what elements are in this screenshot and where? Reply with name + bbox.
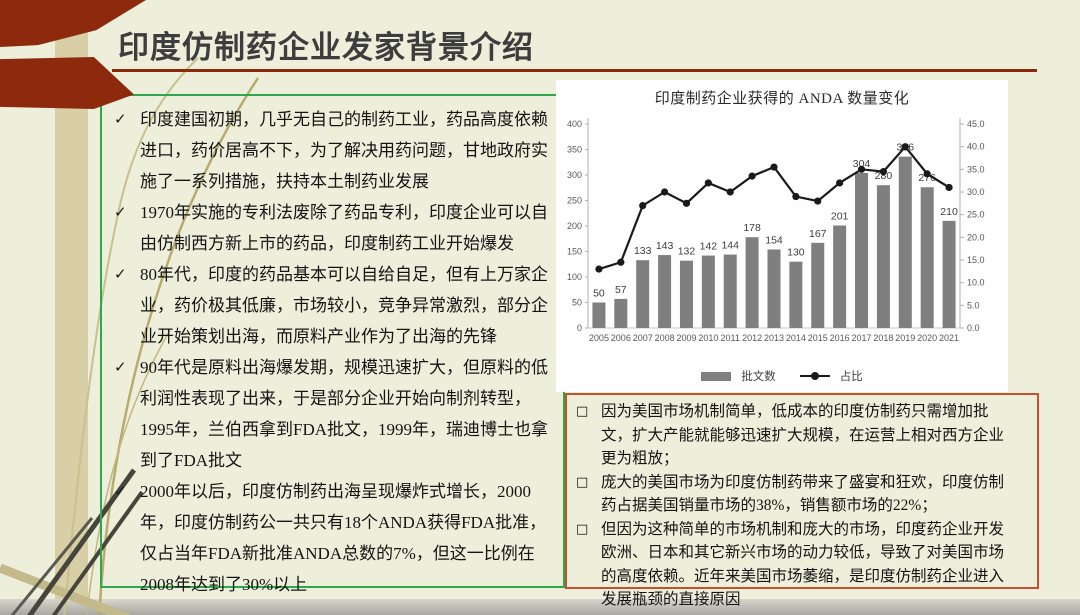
svg-text:2016: 2016 [830, 333, 850, 343]
list-item: □ 庞大的美国市场为印度仿制药带来了盛宴和狂欢，印度仿制药占据美国销量市场的38… [575, 471, 1017, 518]
history-text-panel: ✓ 印度建国初期，几乎无自己的制药工业，药品高度依赖进口，药价居高不下，为了解决… [100, 94, 565, 594]
list-item: ✓ 印度建国初期，几乎无自己的制药工业，药品高度依赖进口，药价居高不下，为了解决… [112, 104, 555, 197]
svg-text:142: 142 [700, 241, 718, 253]
list-item-text: 印度建国初期，几乎无自己的制药工业，药品高度依赖进口，药价居高不下，为了解决用药… [140, 110, 548, 191]
svg-text:200: 200 [567, 221, 582, 231]
legend-label-bars: 批文数 [741, 371, 776, 383]
svg-text:201: 201 [831, 210, 849, 222]
check-bullet-icon: ✓ [114, 110, 127, 128]
svg-text:2013: 2013 [764, 333, 784, 343]
page-title: 印度仿制药企业发家背景介绍 [118, 30, 534, 65]
list-item-text: 80年代，印度的药品基本可以自给自足，但有上万家企业，药价极其低廉，市场较小，竞… [140, 265, 548, 346]
list-item-text: 90年代是原料出海爆发期，规模迅速扩大，但原料的低利润性表现了出来，于是部分企业… [140, 358, 549, 470]
svg-text:144: 144 [721, 240, 739, 252]
svg-text:45.0: 45.0 [967, 119, 985, 129]
list-item: ✓ 80年代，印度的药品基本可以自给自足，但有上万家企业，药价极其低廉，市场较小… [112, 259, 555, 352]
svg-text:2008: 2008 [655, 333, 675, 343]
svg-text:154: 154 [765, 234, 783, 246]
list-item-text: 2000年以后，印度仿制药出海呈现爆炸式增长，2000年，印度仿制药公一共只有1… [140, 482, 547, 594]
list-item: ✓ 1970年实施的专利法废除了药品专利，印度企业可以自由仿制西方新上市的药品，… [112, 197, 555, 259]
svg-text:300: 300 [567, 170, 582, 180]
svg-text:2010: 2010 [698, 333, 718, 343]
svg-text:50: 50 [572, 298, 582, 308]
svg-text:304: 304 [853, 158, 871, 170]
list-item-text: 庞大的美国市场为印度仿制药带来了盛宴和狂欢，印度仿制药占据美国销量市场的38%，… [601, 473, 1005, 515]
bar-legend-swatch [701, 371, 732, 381]
svg-text:280: 280 [875, 170, 893, 182]
svg-text:30.0: 30.0 [967, 187, 985, 197]
svg-text:20.0: 20.0 [967, 232, 985, 242]
chart-plot-area: 0 50 100 150 200 250 300 350 400 0.0 5.0 10.0 15.0 20… [567, 118, 985, 343]
svg-text:167: 167 [809, 228, 827, 240]
svg-text:100: 100 [567, 272, 582, 282]
svg-text:2012: 2012 [742, 333, 762, 343]
list-item-text: 因为美国市场机制简单，低成本的印度仿制药只需增加批文，扩大产能就能够迅速扩大规模… [601, 403, 1005, 467]
svg-text:178: 178 [743, 222, 761, 234]
line-marker-icon [810, 371, 819, 380]
svg-text:350: 350 [567, 145, 582, 155]
svg-text:15.0: 15.0 [967, 255, 985, 265]
svg-text:0.0: 0.0 [967, 323, 980, 333]
svg-text:2015: 2015 [808, 333, 828, 343]
svg-text:2020: 2020 [917, 333, 937, 343]
check-bullet-icon: ✓ [114, 203, 127, 221]
title-arrow-shape [0, 57, 134, 109]
us-market-text-panel: □ 因为美国市场机制简单，低成本的印度仿制药只需增加批文，扩大产能就能够迅速扩大… [565, 393, 1039, 608]
svg-text:132: 132 [678, 246, 696, 258]
svg-text:2007: 2007 [633, 333, 653, 343]
svg-text:40.0: 40.0 [967, 142, 985, 152]
svg-text:2011: 2011 [721, 333, 740, 343]
list-item-text: 1970年实施的专利法废除了药品专利，印度企业可以自由仿制西方新上市的药品，印度… [140, 203, 548, 253]
svg-text:2019: 2019 [895, 333, 915, 343]
list-item: ✓ 90年代是原料出海爆发期，规模迅速扩大，但原料的低利润性表现了出来，于是部分… [112, 352, 555, 476]
legend-label-line: 占比 [839, 371, 863, 383]
line-legend-swatch [799, 371, 830, 380]
svg-text:2021: 2021 [939, 333, 959, 343]
svg-text:25.0: 25.0 [967, 210, 985, 220]
check-bullet-icon: ✓ [114, 358, 127, 376]
square-bullet-icon: □ [576, 404, 589, 419]
svg-text:5.0: 5.0 [967, 300, 980, 310]
svg-text:2018: 2018 [873, 333, 893, 343]
check-bullet-icon: ✓ [114, 265, 127, 283]
svg-text:2005: 2005 [589, 333, 609, 343]
svg-text:2006: 2006 [611, 333, 631, 343]
svg-text:400: 400 [567, 119, 582, 129]
svg-text:250: 250 [567, 196, 582, 206]
list-item: □ 因为美国市场机制简单，低成本的印度仿制药只需增加批文，扩大产能就能够迅速扩大… [575, 400, 1017, 471]
title-underline [112, 69, 1037, 72]
bottom-shadow-bar [0, 599, 1080, 615]
square-bullet-icon: □ [576, 521, 589, 537]
svg-text:210: 210 [940, 206, 958, 218]
svg-text:143: 143 [656, 240, 674, 252]
square-bullet-icon: □ [576, 474, 589, 490]
svg-text:276: 276 [918, 172, 936, 184]
svg-text:35.0: 35.0 [967, 164, 985, 174]
svg-text:2009: 2009 [676, 333, 696, 343]
svg-text:150: 150 [567, 247, 582, 257]
svg-text:130: 130 [787, 247, 805, 259]
svg-text:57: 57 [615, 284, 627, 296]
svg-text:2017: 2017 [852, 333, 872, 343]
anda-chart: 印度制药企业获得的 ANDA 数量变化 0 50 100 150 200 250 300 35… [556, 80, 1008, 392]
svg-text:2014: 2014 [786, 333, 806, 343]
chart-legend: 批文数 占比 [556, 368, 1008, 384]
chart-title: 印度制药企业获得的 ANDA 数量变化 [654, 91, 910, 107]
list-item-text: 但因为这种简单的市场机制和庞大的市场，印度药企业开发欧洲、日本和其它新兴市场的动… [601, 520, 1005, 609]
list-item: □ 但因为这种简单的市场机制和庞大的市场，印度药企业开发欧洲、日本和其它新兴市场… [575, 518, 1017, 612]
svg-text:50: 50 [593, 288, 605, 300]
svg-text:10.0: 10.0 [967, 278, 985, 288]
svg-text:133: 133 [634, 245, 652, 257]
svg-text:0: 0 [577, 323, 582, 333]
list-item: ✓ 2000年以后，印度仿制药出海呈现爆炸式增长，2000年，印度仿制药公一共只… [112, 476, 555, 600]
check-bullet-icon: ✓ [114, 482, 127, 500]
